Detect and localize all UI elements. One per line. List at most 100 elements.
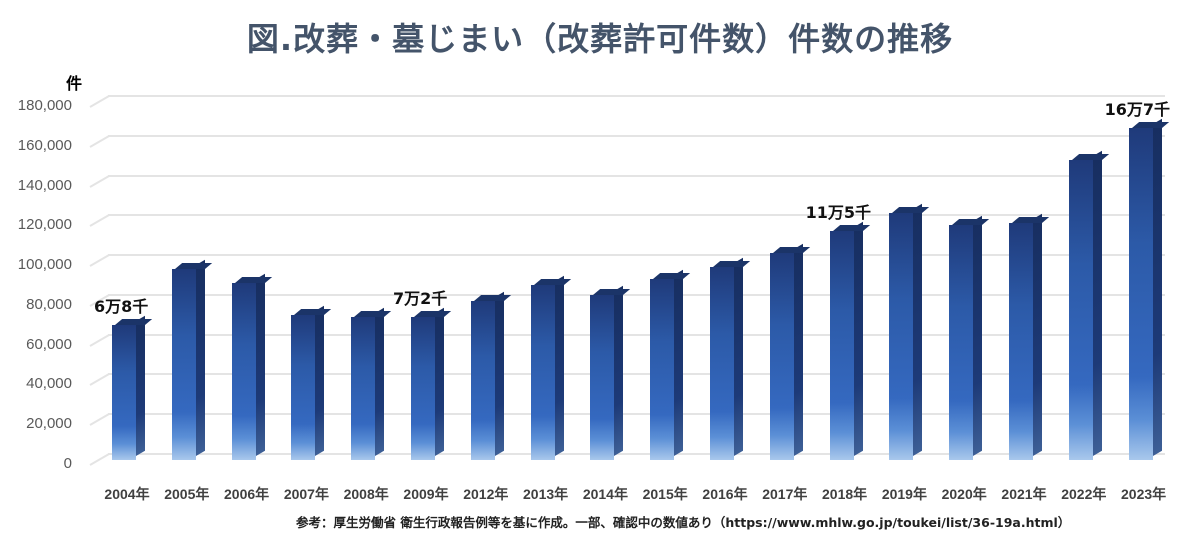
x-tick-label: 2005年 [164,486,210,502]
bar-top-face [533,278,571,285]
x-tick-label: 2016年 [702,486,748,502]
bar-2023 [1128,118,1169,460]
bar-top-face [414,310,452,317]
gridline [108,214,1165,217]
bar-top-face [1131,121,1169,128]
y-tick-label: 160,000 [17,136,72,154]
bar-top-face [354,310,392,317]
x-tick-label: 2017年 [762,486,808,502]
x-tick-label: 2009年 [403,486,449,502]
bar-front-face [470,300,495,460]
bar-2013 [530,275,571,460]
bar-2008 [351,307,392,460]
bar-2007 [291,305,332,460]
bar-side-face [315,305,325,456]
bar-side-face [255,273,265,456]
y-tick-label: 100,000 [17,256,72,274]
gridline [108,174,1165,177]
data-label: 11万5千 [805,203,871,223]
data-label: 16万7千 [1104,99,1170,119]
gridline [108,293,1165,296]
bar-top-face [832,225,870,232]
bar-top-face [1071,153,1109,160]
bar-side-face [554,275,564,456]
bar-front-face [171,269,196,460]
bar-side-face [614,285,624,456]
y-tick-label: 140,000 [17,176,72,194]
x-tick-label: 2020年 [941,486,987,502]
bar-front-face [769,253,794,460]
gridline [108,373,1165,376]
bar-front-face [710,267,734,460]
x-tick-label: 2004年 [104,486,150,502]
x-tick-label: 2023年 [1121,486,1167,502]
bar-side-face [793,243,803,456]
bar-top-face [653,273,691,279]
bar-side-face [494,291,504,456]
bar-front-face [1068,159,1093,460]
gridline-depth [89,413,110,427]
bar-2018 [829,222,870,460]
bar-top-face [772,247,810,254]
chart-title: 図.改葬・墓じまい（改葬許可件数）件数の推移 [246,20,954,58]
bar-front-face [530,284,555,460]
bar-2014 [590,285,631,460]
gridline-depth [89,95,110,108]
x-tick-label: 2019年 [881,486,927,502]
gridline-depth [89,174,110,188]
bar-top-face [713,261,751,268]
bar-front-face [590,294,615,460]
bar-side-face [1092,150,1102,456]
gridline-depth [89,333,110,347]
bar-2015 [650,269,691,460]
source-note: 参考：厚生労働省 衛生行政報告例等を基に作成。一部、確認中の数値あり（https… [296,515,1071,530]
y-tick-label: 40,000 [26,375,72,393]
bar-2009 [411,307,452,460]
x-tick-label: 2007年 [283,486,329,502]
bar-side-face [913,204,923,456]
y-tick-label: 180,000 [17,97,72,114]
x-tick-label: 2022年 [1061,486,1107,502]
x-tick-label: 2012年 [463,486,509,502]
x-tick-label: 2006年 [224,486,270,502]
bar-front-face [889,213,914,460]
bar-2006 [231,273,272,460]
gridline-depth [89,134,110,148]
bar-2017 [769,243,810,460]
gridline [108,413,1165,416]
bar-front-face [1128,127,1153,460]
bar-top-face [174,263,212,270]
bar-top-face [952,219,990,226]
bar-top-face [294,308,332,315]
bar-side-face [195,259,205,456]
bar-side-face [136,315,145,456]
bar-side-face [435,307,444,456]
gridline [108,134,1165,137]
bar-side-face [375,307,385,456]
bar-2016 [710,257,751,460]
bar-front-face [112,324,136,460]
gridline-depth [89,453,110,466]
gridline [108,453,1165,455]
gridline-depth [89,254,110,267]
y-tick-label: 120,000 [17,216,72,234]
bar-front-face [1009,223,1033,460]
bar-top-face [234,276,272,283]
bar-front-face [351,316,376,460]
bar-2019 [889,204,930,460]
y-tick-label: 80,000 [26,295,72,313]
data-label: 7万2千 [393,288,448,308]
gridline-depth [89,214,110,228]
bar-side-face [674,269,684,456]
bar-front-face [650,279,675,460]
bar-2012 [470,291,511,460]
x-tick-label: 2014年 [582,486,628,502]
bar-top-face [1012,217,1050,224]
x-tick-label: 2008年 [343,486,389,502]
bar-side-face [1152,118,1162,456]
y-axis-unit-label: 件 [66,74,83,93]
bar-top-face [892,207,930,214]
bar-front-face [291,314,316,460]
bar-front-face [829,231,854,460]
bar-front-face [231,282,256,460]
